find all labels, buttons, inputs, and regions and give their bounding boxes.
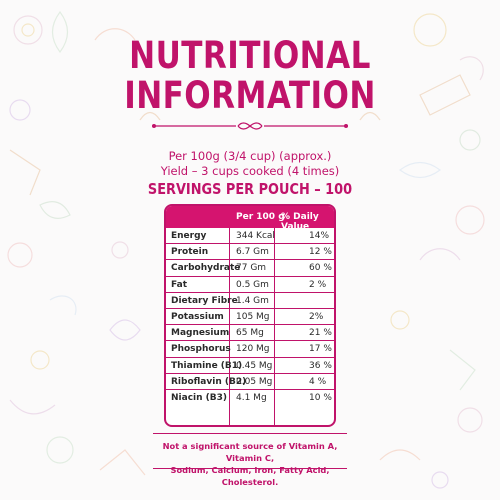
ornamental-divider bbox=[152, 122, 348, 130]
nutrient-name: Riboflavin (B2) bbox=[171, 376, 247, 387]
nutrient-amount: 4.1 Mg bbox=[236, 392, 267, 403]
nutrient-name: Phosphorus bbox=[171, 344, 231, 355]
column-header-per-100g: Per 100 g bbox=[236, 212, 285, 222]
nutrient-name: Niacin (B3) bbox=[171, 392, 227, 403]
nutrient-name: Energy bbox=[171, 231, 207, 241]
footnote-line-2: Sodium, Calcium, Iron, Fatty Acid, Chole… bbox=[170, 465, 330, 487]
nutrient-amount: 0.45 Mg bbox=[236, 360, 273, 371]
table-row: Dietary Fibre 1.4 Gm bbox=[166, 293, 334, 309]
nutrient-daily-value: 21 % bbox=[309, 328, 332, 339]
nutrient-name: Potassium bbox=[171, 311, 224, 322]
table-row: Carbohydrate 77 Gm 60 % bbox=[166, 260, 334, 277]
nutrient-daily-value: 2% bbox=[309, 311, 324, 322]
table-row: Fat 0.5 Gm 2 % bbox=[166, 277, 334, 293]
nutrient-amount: 105 Mg bbox=[236, 311, 270, 322]
footnote-rule-bottom bbox=[153, 468, 347, 469]
table-body: Energy 344 Kcal 14% Protein 6.7 Gm 12 % … bbox=[166, 228, 334, 406]
servings-per-pouch: SERVINGS PER POUCH – 100 bbox=[147, 180, 353, 198]
nutrient-name: Fat bbox=[171, 279, 187, 290]
footnote: Not a significant source of Vitamin A, V… bbox=[150, 440, 350, 488]
footnote-line-1: Not a significant source of Vitamin A, V… bbox=[162, 441, 338, 463]
nutrient-amount: 0.05 Mg bbox=[236, 376, 273, 387]
nutrient-name: Protein bbox=[171, 247, 209, 258]
nutrient-amount: 344 Kcal bbox=[236, 231, 275, 241]
table-row: Energy 344 Kcal 14% bbox=[166, 228, 334, 245]
serving-size: Per 100g (3/4 cup) (approx.) bbox=[168, 149, 332, 163]
title-line-2: INFORMATION bbox=[124, 74, 376, 117]
nutrient-amount: 0.5 Gm bbox=[236, 279, 269, 290]
table-row: Magnesium 65 Mg 21 % bbox=[166, 325, 334, 342]
table-row: Protein 6.7 Gm 12 % bbox=[166, 244, 334, 261]
nutrient-name: Thiamine (B1) bbox=[171, 360, 243, 371]
nutrient-amount: 120 Mg bbox=[236, 344, 270, 355]
nutrient-amount: 6.7 Gm bbox=[236, 247, 269, 258]
nutrient-name: Dietary Fibre bbox=[171, 295, 238, 306]
table-row: Riboflavin (B2) 0.05 Mg 4 % bbox=[166, 374, 334, 390]
yield-info: Yield – 3 cups cooked (4 times) bbox=[160, 164, 340, 178]
nutrient-daily-value: 17 % bbox=[309, 344, 332, 355]
nutrient-name: Carbohydrate bbox=[171, 263, 241, 274]
table-row: Thiamine (B1) 0.45 Mg 36 % bbox=[166, 358, 334, 374]
table-row: Niacin (B3) 4.1 Mg 10 % bbox=[166, 390, 334, 406]
nutrient-daily-value: 36 % bbox=[309, 360, 332, 371]
nutrient-daily-value: 12 % bbox=[309, 247, 332, 258]
column-divider bbox=[229, 228, 230, 425]
footnote-rule-top bbox=[153, 433, 347, 434]
table-header: Per 100 g % Daily Value bbox=[166, 206, 334, 232]
table-row: Phosphorus 120 Mg 17 % bbox=[166, 341, 334, 358]
nutrient-daily-value: 2 % bbox=[309, 279, 327, 290]
title-line-1: NUTRITIONAL bbox=[129, 34, 371, 77]
nutrient-daily-value: 4 % bbox=[309, 376, 327, 387]
nutrient-daily-value: 14% bbox=[309, 231, 330, 241]
column-divider bbox=[274, 228, 275, 425]
nutrient-daily-value: 60 % bbox=[309, 263, 332, 274]
column-header-daily-value: % Daily Value bbox=[281, 212, 319, 232]
nutrition-table: Per 100 g % Daily Value Energy 344 Kcal … bbox=[164, 204, 336, 427]
nutrient-amount: 1.4 Gm bbox=[236, 295, 269, 306]
nutrient-daily-value: 10 % bbox=[309, 392, 332, 403]
table-row: Potassium 105 Mg 2% bbox=[166, 309, 334, 326]
nutrient-amount: 65 Mg bbox=[236, 328, 264, 339]
nutrient-amount: 77 Gm bbox=[236, 263, 267, 274]
nutrient-name: Magnesium bbox=[171, 328, 230, 339]
